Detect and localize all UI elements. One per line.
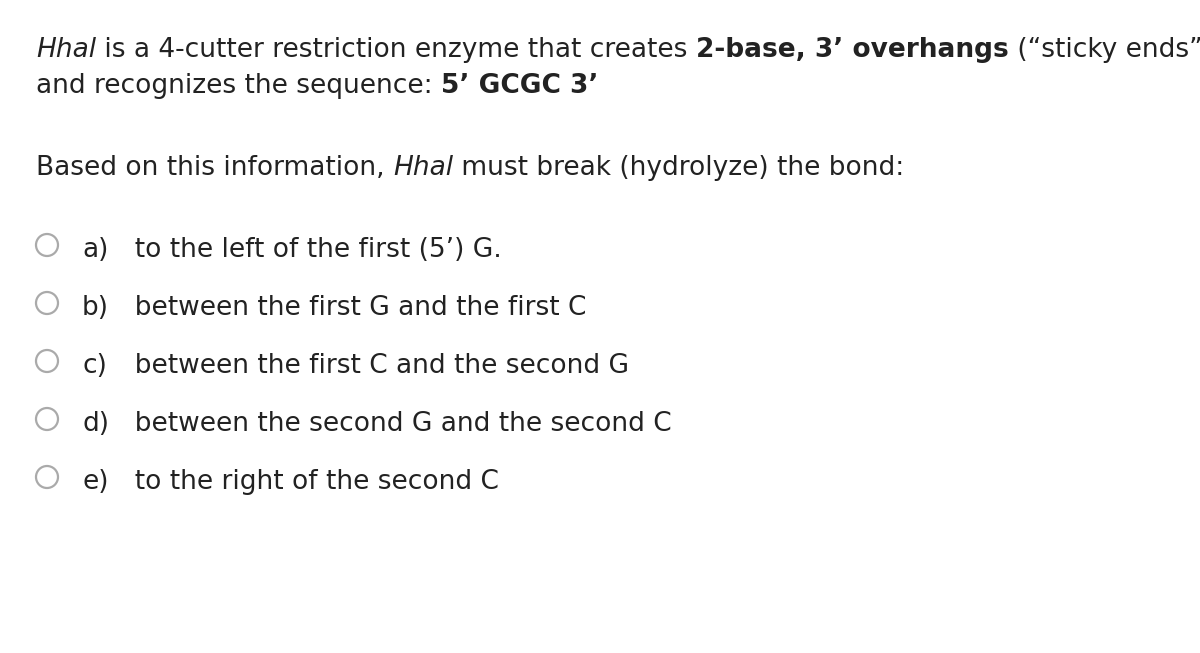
Text: to the left of the first (5’) G.: to the left of the first (5’) G. bbox=[118, 237, 502, 263]
Text: b): b) bbox=[82, 295, 109, 321]
Text: between the second G and the second C: between the second G and the second C bbox=[118, 411, 672, 437]
Text: a): a) bbox=[82, 237, 108, 263]
Text: must break (hydrolyze) the bond:: must break (hydrolyze) the bond: bbox=[454, 155, 905, 181]
Text: (“sticky ends”): (“sticky ends”) bbox=[1009, 37, 1200, 63]
Text: Hhal: Hhal bbox=[394, 155, 454, 181]
Text: d): d) bbox=[82, 411, 109, 437]
Text: c): c) bbox=[82, 353, 107, 379]
Text: is a 4-cutter restriction enzyme that creates: is a 4-cutter restriction enzyme that cr… bbox=[96, 37, 696, 63]
Text: Hhal: Hhal bbox=[36, 37, 96, 63]
Text: between the first G and the first C: between the first G and the first C bbox=[118, 295, 587, 321]
Text: 2-base, 3’ overhangs: 2-base, 3’ overhangs bbox=[696, 37, 1009, 63]
Text: and recognizes the sequence:: and recognizes the sequence: bbox=[36, 73, 442, 99]
Text: 5’ GCGC 3’: 5’ GCGC 3’ bbox=[442, 73, 599, 99]
Text: Based on this information,: Based on this information, bbox=[36, 155, 394, 181]
Text: to the right of the second C: to the right of the second C bbox=[118, 469, 499, 495]
Text: e): e) bbox=[82, 469, 108, 495]
Text: between the first C and the second G: between the first C and the second G bbox=[118, 353, 629, 379]
